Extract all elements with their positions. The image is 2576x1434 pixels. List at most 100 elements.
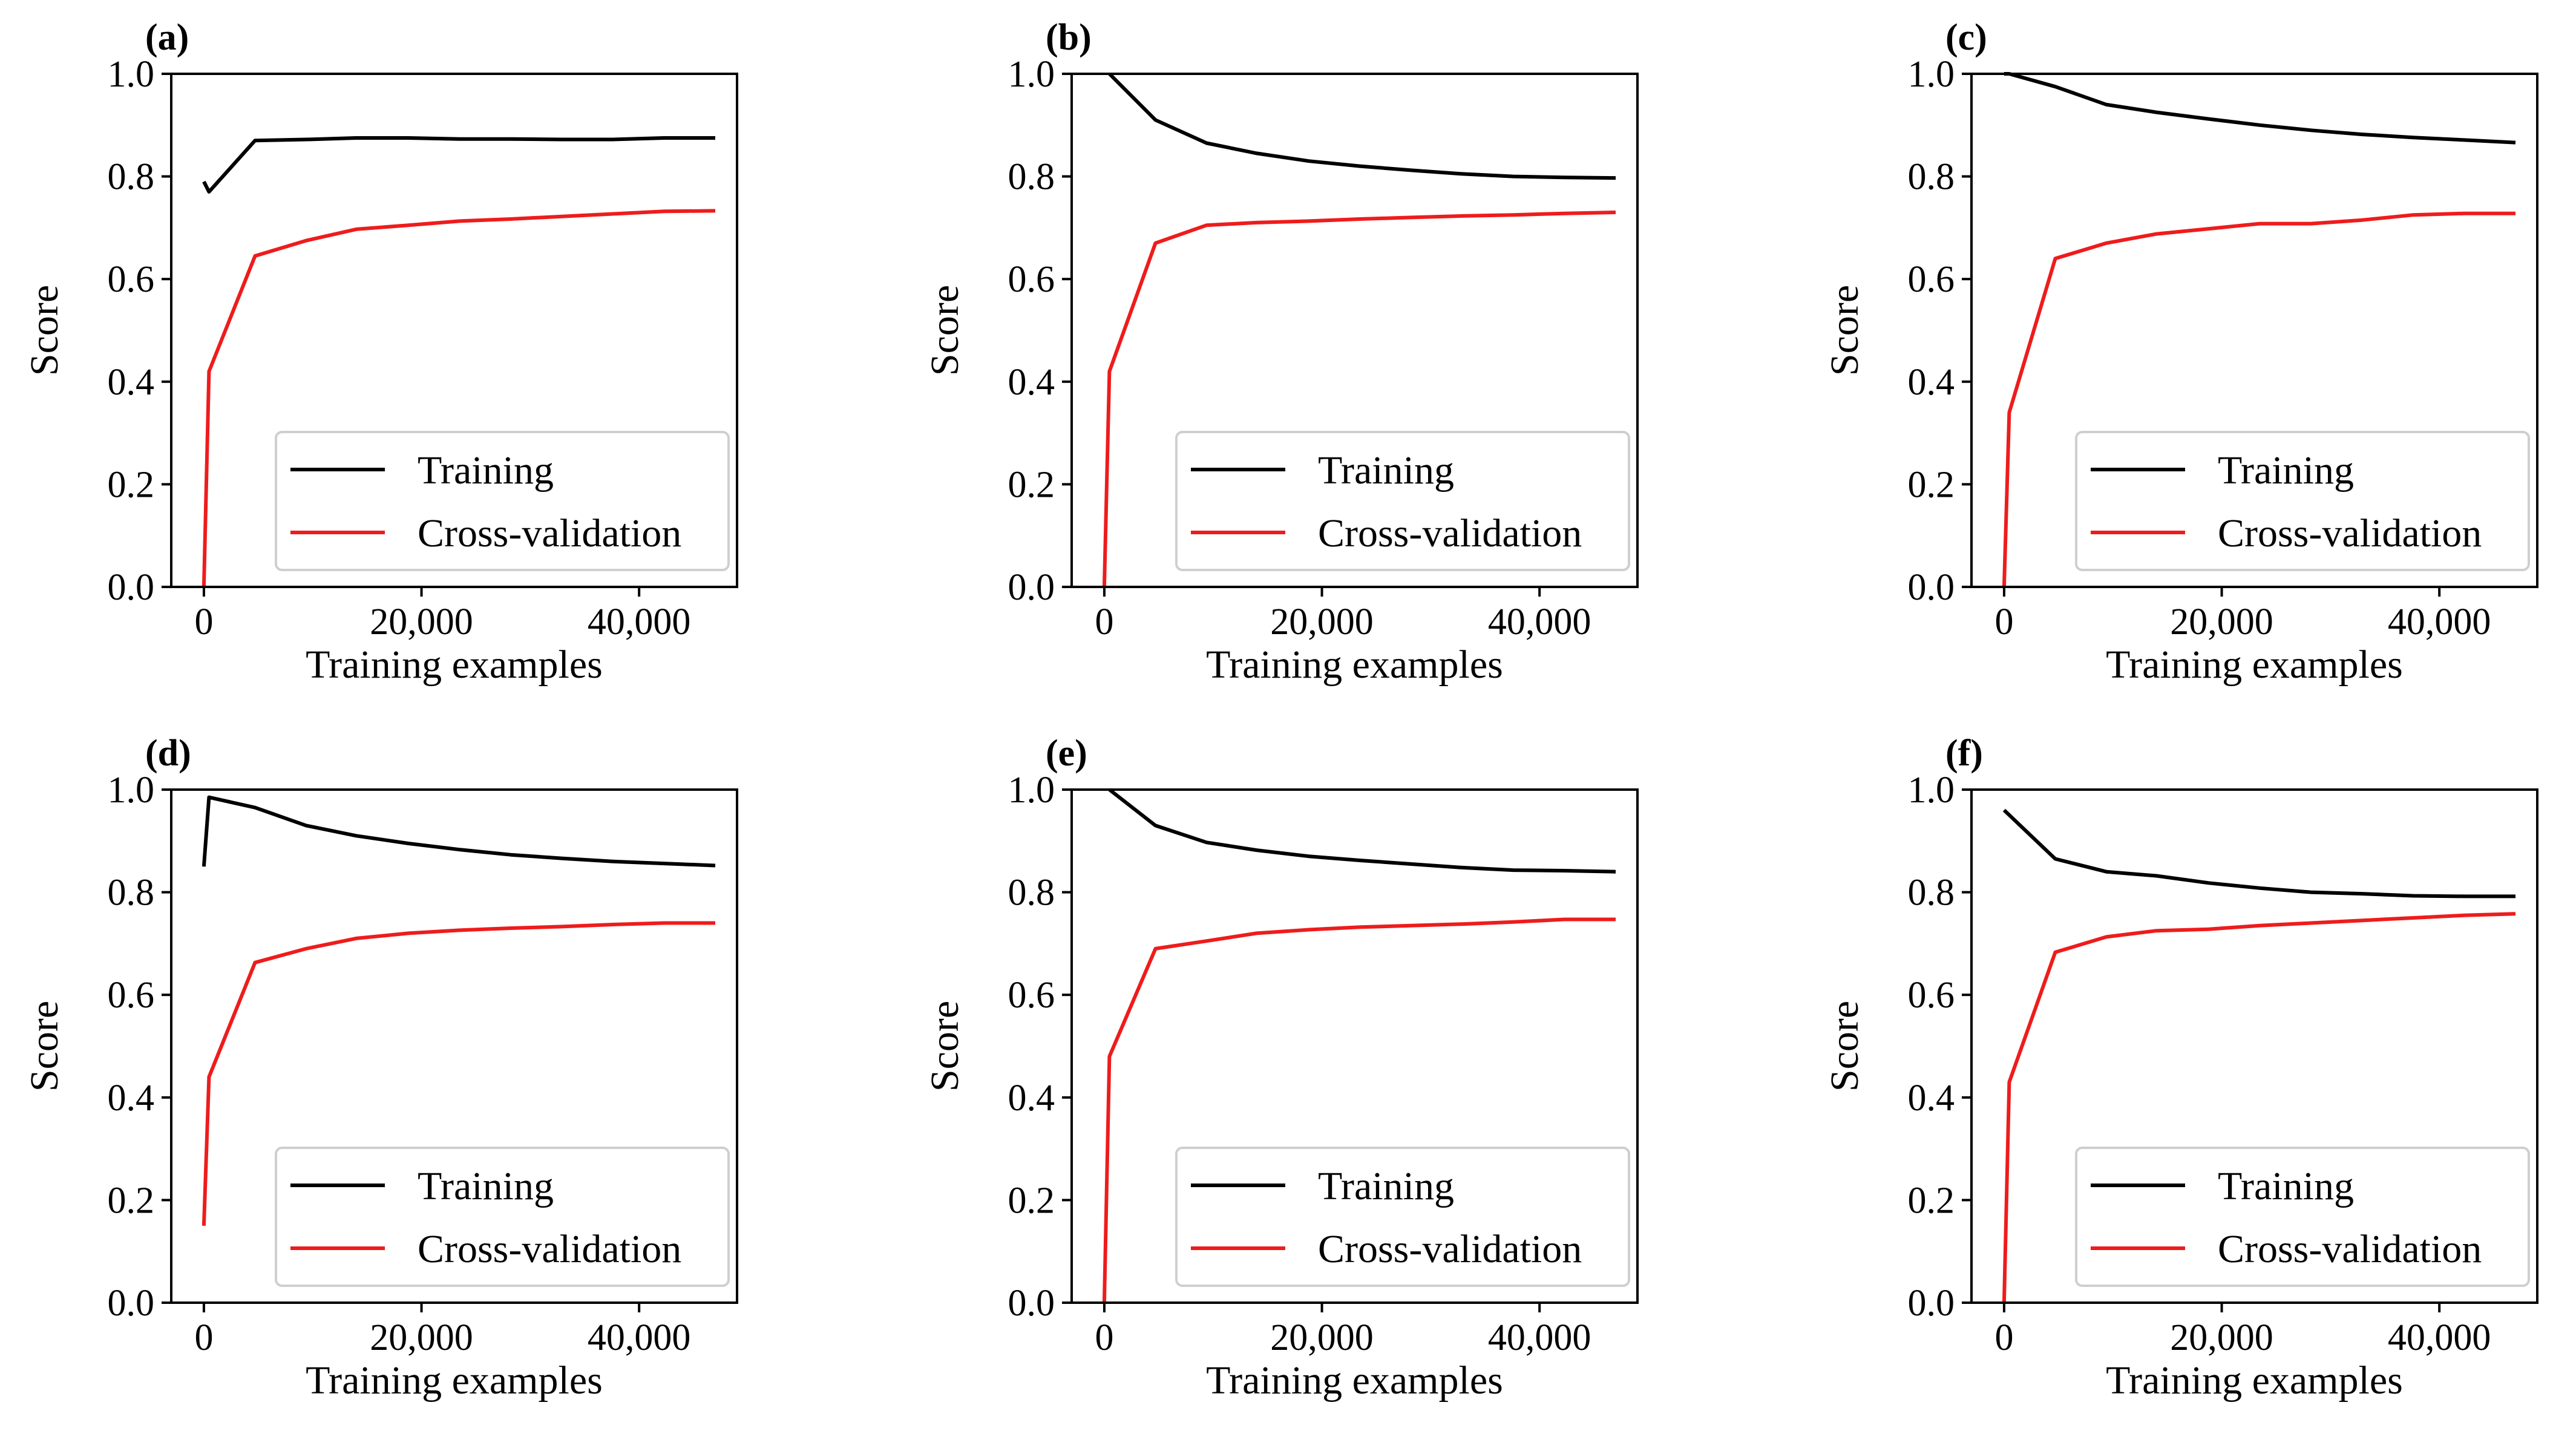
legend-label-training: Training — [418, 1164, 554, 1208]
panel-label: (d) — [145, 733, 191, 774]
legend-label-cross-validation: Cross-validation — [2218, 511, 2482, 555]
x-axis-label: Training examples — [1206, 1358, 1503, 1403]
cross-validation-line — [202, 209, 716, 588]
x-tick-label: 20,000 — [2170, 1317, 2273, 1358]
x-axis-label: Training examples — [2106, 643, 2403, 687]
y-axis-label: Score — [22, 1001, 67, 1092]
x-tick-label: 40,000 — [588, 1317, 691, 1358]
legend-label-cross-validation: Cross-validation — [418, 1227, 681, 1271]
training-line — [2004, 72, 2516, 145]
y-tick-label: 0.4 — [108, 1078, 155, 1119]
plot-frame — [1070, 73, 1639, 588]
legend-label-training: Training — [2218, 1164, 2354, 1208]
y-tick-label: 0.8 — [1008, 157, 1055, 198]
y-tick-label: 1.0 — [1908, 770, 1955, 811]
legend: Training Cross-validation — [1175, 431, 1630, 571]
y-tick-label: 0.2 — [1908, 464, 1955, 505]
training-line — [2002, 808, 2515, 899]
y-tick-label: 0.4 — [1908, 1078, 1955, 1119]
x-tick-label: 20,000 — [1270, 1317, 1374, 1358]
chart-panel-e: 0.0 0.2 0.4 0.6 0.8 1.0 0 20,000 40,000Training … — [923, 733, 1639, 1403]
x-axis-label: Training examples — [2106, 1358, 2403, 1403]
x-axis-label: Training examples — [306, 643, 603, 687]
cross-validation-line — [202, 921, 715, 1226]
x-tick-label: 0 — [1095, 1317, 1113, 1358]
y-tick-label: 0.0 — [1008, 567, 1055, 608]
panel-label: (f) — [1945, 733, 1983, 774]
y-tick-label: 0.0 — [1908, 567, 1955, 608]
x-tick-label: 20,000 — [370, 601, 473, 643]
legend-label-training: Training — [2218, 448, 2354, 493]
legend: Training Cross-validation — [2075, 1147, 2530, 1287]
plot-frame — [1070, 788, 1639, 1304]
y-axis-label: Score — [923, 285, 967, 376]
legend: Training Cross-validation — [2075, 431, 2530, 571]
legend-box — [2075, 1147, 2530, 1287]
legend: Training Cross-validation — [1175, 1147, 1630, 1287]
plot-frame — [170, 788, 738, 1304]
x-tick-label: 20,000 — [2170, 601, 2273, 643]
y-tick-label: 1.0 — [1908, 54, 1955, 95]
plot-frame — [1970, 73, 2538, 588]
y-tick-label: 0.6 — [1008, 259, 1055, 300]
y-tick-label: 0.4 — [108, 362, 155, 403]
y-axis-label: Score — [1823, 285, 1867, 376]
x-axis-label: Training examples — [1206, 643, 1503, 687]
y-tick-label: 0.4 — [1008, 362, 1055, 403]
y-tick-label: 1.0 — [1008, 54, 1055, 95]
x-tick-label: 40,000 — [588, 601, 691, 643]
chart-panel-a: 0.0 0.2 0.4 0.6 0.8 1.0 0 20,000 40,000Training … — [22, 17, 738, 687]
legend-box — [275, 1147, 730, 1287]
x-tick-label: 0 — [194, 601, 213, 643]
legend: Training Cross-validation — [275, 1147, 730, 1287]
chart-panel-d: 0.0 0.2 0.4 0.6 0.8 1.0 0 20,000 40,000Training … — [22, 733, 738, 1403]
panel-label: (e) — [1046, 733, 1087, 774]
y-axis-label: Score — [22, 285, 67, 376]
cross-validation-line — [1102, 917, 1616, 1303]
y-tick-label: 1.0 — [1008, 770, 1055, 811]
y-tick-label: 0.6 — [1908, 975, 1955, 1016]
legend-box — [2075, 431, 2530, 571]
plot-frame — [170, 73, 738, 588]
y-tick-label: 0.6 — [1908, 259, 1955, 300]
y-tick-label: 0.0 — [1908, 1283, 1955, 1324]
legend-label-training: Training — [1318, 1164, 1454, 1208]
cross-validation-line — [2002, 211, 2515, 588]
x-tick-label: 0 — [1095, 601, 1113, 643]
y-tick-label: 0.2 — [108, 464, 155, 505]
legend-label-training: Training — [418, 448, 554, 493]
legend-box — [1175, 431, 1630, 571]
chart-panel-c: 0.0 0.2 0.4 0.6 0.8 1.0 0 20,000 40,000Training … — [1823, 17, 2538, 687]
y-tick-label: 0.4 — [1908, 362, 1955, 403]
legend-label-cross-validation: Cross-validation — [1318, 1227, 1582, 1271]
panel-label: (c) — [1945, 17, 1987, 58]
legend-label-cross-validation: Cross-validation — [1318, 511, 1582, 555]
x-tick-label: 0 — [1994, 601, 2013, 643]
x-tick-label: 0 — [1994, 1317, 2013, 1358]
y-tick-label: 1.0 — [108, 770, 155, 811]
y-tick-label: 0.8 — [1908, 873, 1955, 914]
legend: Training Cross-validation — [275, 431, 730, 571]
y-tick-label: 1.0 — [108, 54, 155, 95]
y-tick-label: 0.8 — [1908, 157, 1955, 198]
training-line — [1108, 788, 1616, 874]
panel-label: (a) — [145, 17, 189, 58]
chart-panel-f: 0.0 0.2 0.4 0.6 0.8 1.0 0 20,000 40,000Training … — [1823, 733, 2538, 1403]
y-tick-label: 0.2 — [1008, 464, 1055, 505]
legend-label-training: Training — [1318, 448, 1454, 493]
x-axis-label: Training examples — [306, 1358, 603, 1403]
cross-validation-line — [1102, 211, 1616, 588]
legend-label-cross-validation: Cross-validation — [418, 511, 681, 555]
cross-validation-line — [2002, 912, 2516, 1303]
x-tick-label: 40,000 — [2388, 1317, 2491, 1358]
training-line — [202, 136, 715, 194]
x-tick-label: 20,000 — [370, 1317, 473, 1358]
y-tick-label: 0.6 — [108, 259, 155, 300]
y-tick-label: 0.6 — [1008, 975, 1055, 1016]
x-tick-label: 40,000 — [1488, 1317, 1591, 1358]
training-line — [202, 795, 716, 868]
y-tick-label: 0.2 — [108, 1180, 155, 1221]
legend-box — [1175, 1147, 1630, 1287]
y-tick-label: 0.8 — [108, 873, 155, 914]
x-tick-label: 40,000 — [1488, 601, 1591, 643]
